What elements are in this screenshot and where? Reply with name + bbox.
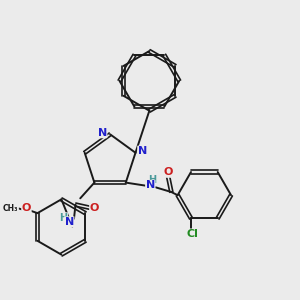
Text: H: H — [148, 175, 157, 185]
Text: N: N — [146, 180, 155, 190]
Text: CH₃: CH₃ — [3, 204, 19, 213]
Text: N: N — [64, 217, 74, 227]
Text: N: N — [98, 128, 107, 138]
Text: O: O — [164, 167, 173, 177]
Text: O: O — [90, 203, 99, 213]
Text: H: H — [59, 213, 68, 223]
Text: Cl: Cl — [187, 229, 199, 239]
Text: N: N — [138, 146, 147, 156]
Text: O: O — [22, 202, 31, 212]
